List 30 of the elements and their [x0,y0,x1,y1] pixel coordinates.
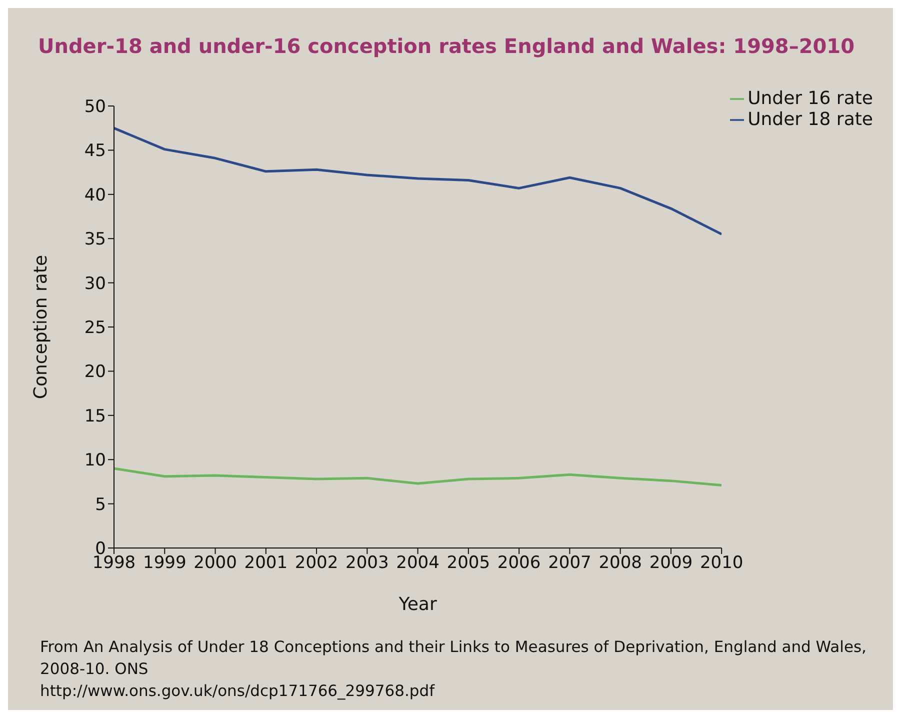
y-tick-label: 25 [84,318,106,338]
x-tick-label: 2004 [396,553,440,574]
line-series [114,126,722,236]
x-tick-label: 2006 [497,553,541,574]
y-tick-label: 50 [84,97,106,118]
y-tick-label: 30 [84,274,106,294]
x-tick-label: 2000 [194,553,237,574]
x-tick-label: 2003 [346,553,389,574]
y-tick-label: 45 [84,141,106,162]
x-axis-title: Year [398,594,438,615]
x-tick-label: 2009 [649,553,693,574]
y-tick-label: 15 [84,406,106,426]
legend-label: Under 16 rate [748,88,873,109]
x-tick-label: 1999 [143,553,186,574]
line-series [114,467,722,486]
text: http://www.ons.gov.uk/ons/dcp171766_299768.pdf [40,681,436,702]
x-tick-label: 2007 [548,553,592,574]
y-tick-label: 10 [84,450,106,471]
chart-title: Under-18 and under-16 conception rates England and Wales: 1998–2010 [38,34,854,58]
legend-label: Under 18 rate [748,109,873,130]
y-tick-label: 20 [84,362,106,382]
y-axis-title: Conception rate [30,254,52,400]
x-tick-label: 2005 [446,553,490,574]
y-tick-label: 35 [84,230,106,250]
x-tick-label: 2002 [294,553,338,574]
y-tick-label: 40 [84,185,106,206]
y-tick-label: 5 [95,494,106,515]
x-tick-label: 2010 [700,553,744,574]
x-tick-label: 2001 [244,553,288,574]
x-tick-label: 2008 [598,553,642,574]
